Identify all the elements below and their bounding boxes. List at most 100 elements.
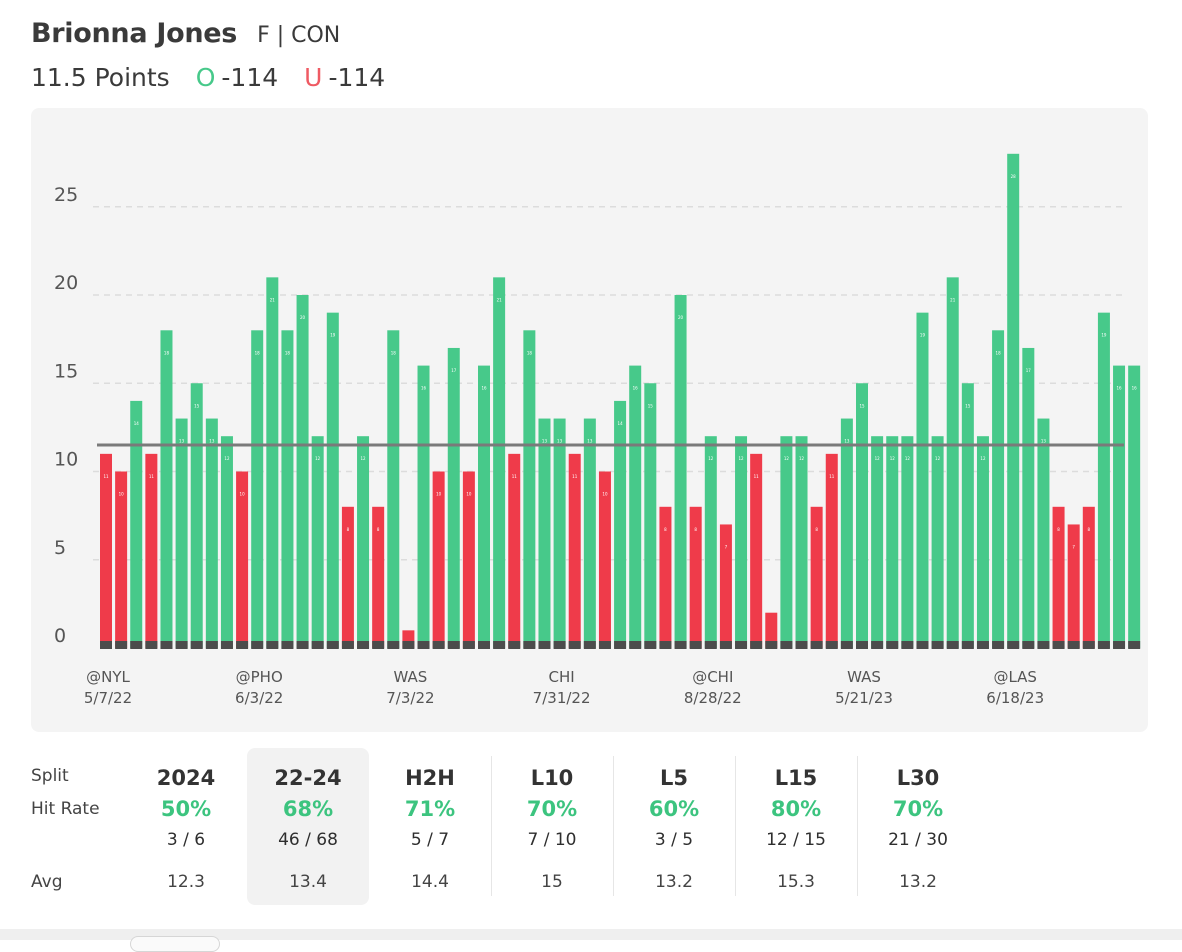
bar-base (1113, 641, 1126, 649)
bar-under (810, 506, 823, 648)
bar-value-label: 18 (285, 350, 291, 355)
player-name: Brionna Jones (31, 18, 238, 49)
bar-value-label: 10 (602, 492, 608, 497)
bar-over (961, 383, 974, 648)
bar-value-label: 13 (587, 439, 593, 444)
bar-base (1067, 641, 1080, 649)
bar-base (1022, 641, 1035, 649)
bar-base (946, 641, 959, 649)
bar-base (916, 641, 929, 649)
bar-base (1128, 641, 1141, 649)
split-name: H2H (405, 766, 455, 790)
bar-value-label: 12 (799, 456, 805, 461)
player-header: Brionna Jones F | CON 11.5 Points O -114 … (31, 18, 385, 92)
bar-under (598, 471, 611, 648)
bar-over (205, 418, 218, 648)
bar-over (417, 365, 430, 648)
y-tick-label: 5 (54, 537, 66, 559)
bar-under (659, 506, 672, 648)
bar-base (629, 641, 642, 649)
x-tick-opponent: @NYL (86, 668, 130, 686)
bar-over (735, 436, 748, 648)
bar-base (856, 641, 868, 649)
x-tick-date: 6/18/23 (986, 689, 1044, 707)
bar-under (568, 453, 581, 648)
bar-value-label: 10 (466, 492, 472, 497)
bar-value-label: 14 (618, 421, 624, 426)
split-column-22-24[interactable]: 22-24 68% 46 / 68 13.4 (247, 748, 369, 905)
bar-over (190, 383, 203, 648)
bar-over (704, 436, 717, 648)
bar-over (175, 418, 188, 648)
bar-under (145, 453, 158, 648)
split-hit-rate: 70% (892, 797, 944, 821)
bar-over (553, 418, 566, 648)
bar-value-label: 11 (512, 474, 518, 479)
bar-value-label: 10 (119, 492, 125, 497)
bar-base (493, 641, 506, 649)
split-hit-count: 12 / 15 (766, 830, 826, 850)
bar-base (220, 641, 233, 649)
y-tick-label: 25 (54, 184, 78, 206)
bar-value-label: 28 (1011, 174, 1017, 179)
bar-value-label: 12 (708, 456, 714, 461)
bar-base (417, 641, 430, 649)
bar-base (372, 641, 385, 649)
bar-over (493, 277, 506, 648)
x-tick-opponent: @PHO (236, 668, 283, 686)
x-tick-date: 5/21/23 (835, 689, 893, 707)
bar-under (825, 453, 838, 648)
bar-value-label: 13 (542, 439, 548, 444)
bar-over (916, 312, 929, 648)
bar-base (614, 641, 627, 649)
bar-value-label: 8 (694, 527, 697, 532)
bar-value-label: 13 (209, 439, 215, 444)
bar-value-label: 12 (935, 456, 941, 461)
split-column-2024[interactable]: 2024 50% 3 / 6 12.3 (125, 748, 247, 905)
split-average: 15 (541, 872, 563, 892)
split-average: 12.3 (167, 872, 205, 892)
bar-base (326, 641, 339, 649)
bottom-panel-edge (0, 929, 1182, 940)
split-column-l5[interactable]: L5 60% 3 / 5 13.2 (613, 748, 735, 905)
bar-base (523, 641, 536, 649)
bar-base (100, 641, 112, 649)
bar-value-label: 8 (347, 527, 350, 532)
bar-value-label: 8 (664, 527, 667, 532)
split-column-l30[interactable]: L30 70% 21 / 30 13.2 (857, 748, 979, 905)
bar-over (478, 365, 490, 648)
under-odds-group[interactable]: U -114 (278, 63, 385, 92)
split-column-h2h[interactable]: H2H 71% 5 / 7 14.4 (369, 748, 491, 905)
split-name: 22-24 (274, 766, 342, 790)
column-divider (613, 756, 614, 896)
bar-over (523, 330, 536, 648)
column-divider (857, 756, 858, 896)
prop-line-label: 11.5 Points (31, 63, 170, 92)
bar-over (220, 436, 233, 648)
y-tick-label: 20 (54, 272, 78, 294)
bar-value-label: 15 (859, 403, 865, 408)
bar-value-label: 11 (103, 474, 109, 479)
split-column-l15[interactable]: L15 80% 12 / 15 15.3 (735, 748, 857, 905)
under-icon: U (304, 63, 323, 92)
bar-base (478, 641, 490, 649)
bar-value-label: 19 (330, 333, 336, 338)
bar-under (372, 506, 385, 648)
bottom-tab-pill[interactable] (130, 936, 220, 952)
over-odds-group[interactable]: O -114 (196, 63, 278, 92)
bar-value-label: 15 (965, 403, 971, 408)
split-average: 15.3 (777, 872, 815, 892)
x-tick-opponent: CHI (549, 668, 575, 686)
bar-base (462, 641, 475, 649)
bar-base (976, 641, 989, 649)
bar-value-label: 8 (377, 527, 380, 532)
split-average: 13.4 (289, 872, 327, 892)
bar-base (598, 641, 611, 649)
bar-over (251, 330, 264, 648)
bar-value-label: 8 (815, 527, 818, 532)
bar-base (1007, 641, 1020, 649)
bar-under (689, 506, 702, 648)
split-column-l10[interactable]: L10 70% 7 / 10 15 (491, 748, 613, 905)
bar-value-label: 14 (134, 421, 140, 426)
bar-over (840, 418, 853, 648)
